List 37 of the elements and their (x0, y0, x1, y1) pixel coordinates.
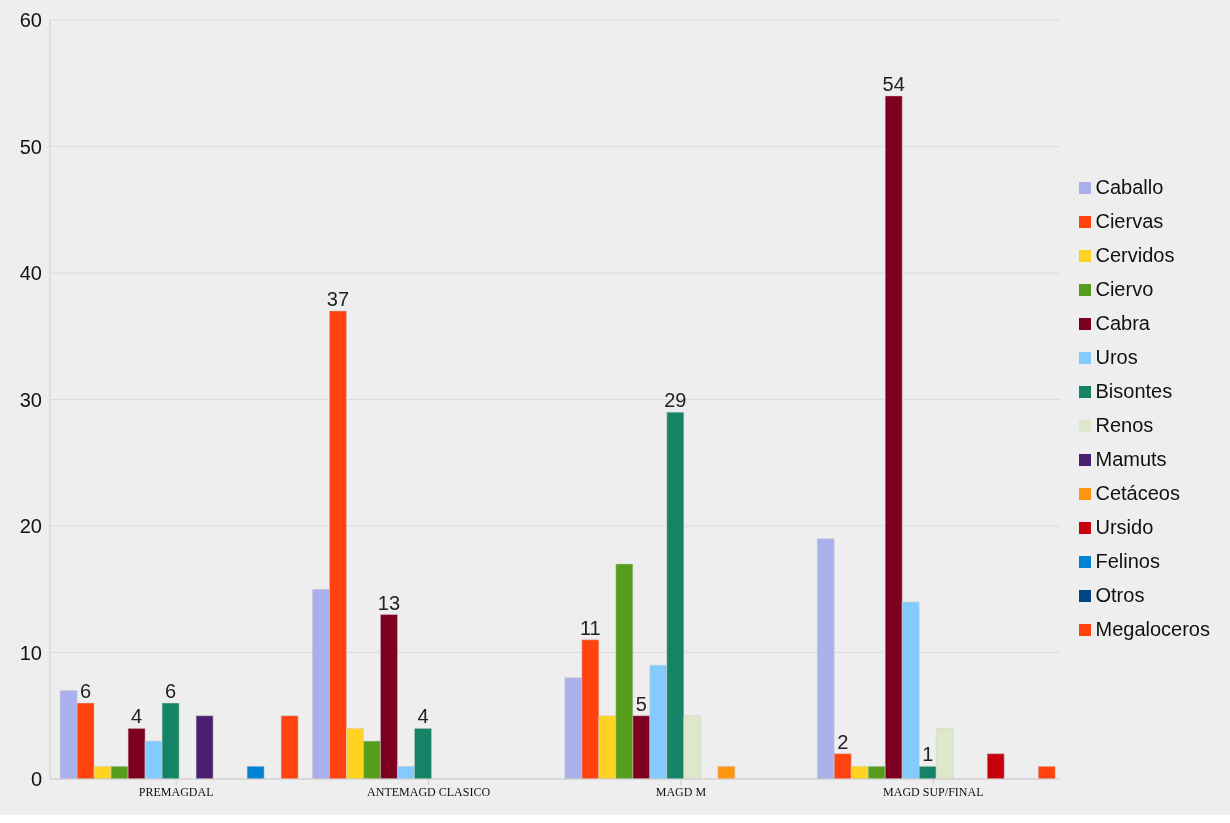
y-tick-label: 30 (19, 388, 42, 411)
y-tick-label: 20 (19, 515, 42, 538)
x-tick-label: ANTEMAGD CLASICO (367, 784, 491, 799)
legend-label: Ciervas (1095, 209, 1164, 232)
legend-label: Ciervo (1095, 277, 1154, 300)
data-label: 2 (837, 730, 849, 753)
legend-label: Cervidos (1095, 243, 1175, 266)
legend-label: Cetáceos (1095, 481, 1180, 504)
data-label: 6 (165, 680, 177, 703)
data-label: 5 (635, 692, 647, 715)
data-label: 29 (664, 389, 687, 412)
y-tick-label: 60 (19, 9, 42, 32)
y-tick-label: 0 (30, 768, 42, 791)
legend-label: Renos (1095, 413, 1154, 436)
data-label: 11 (579, 616, 601, 639)
data-label: 13 (377, 591, 401, 614)
legend-label: Mamuts (1095, 447, 1167, 470)
legend-label: Megaloceros (1095, 617, 1210, 640)
legend-label: Cabra (1095, 311, 1150, 334)
legend-label: Felinos (1095, 549, 1160, 572)
data-label: 37 (326, 287, 350, 310)
y-tick-label: 10 (19, 641, 42, 664)
y-tick-label: 40 (19, 262, 42, 285)
legend-label: Bisontes (1095, 379, 1173, 402)
legend-label: Uros (1095, 345, 1138, 368)
data-label: 6 (80, 680, 92, 703)
legend-label: Otros (1095, 583, 1145, 606)
legend-label: Caballo (1095, 175, 1164, 198)
data-label: 4 (417, 705, 429, 728)
x-tick-label: MAGD M (655, 784, 707, 799)
y-tick-label: 50 (19, 135, 42, 158)
data-label: 1 (922, 743, 934, 766)
data-label: 4 (131, 705, 143, 728)
data-label: 54 (882, 72, 905, 95)
legend-label: Ursido (1095, 515, 1154, 538)
x-tick-label: PREMAGDAL (138, 784, 214, 799)
x-tick-label: MAGD SUP/FINAL (883, 784, 984, 799)
